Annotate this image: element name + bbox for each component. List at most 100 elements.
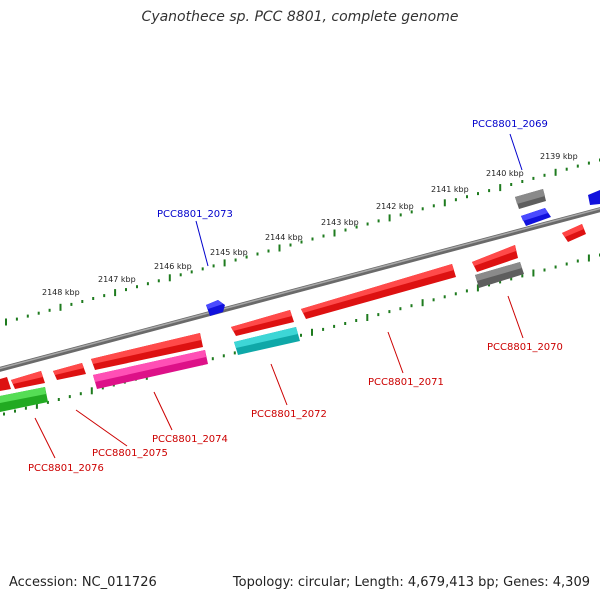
minor-tick xyxy=(68,395,71,399)
minor-tick xyxy=(57,398,60,401)
minor-tick xyxy=(245,255,248,259)
gene-2069-blue[interactable] xyxy=(521,208,551,226)
minor-tick xyxy=(554,265,557,269)
minor-tick xyxy=(146,282,149,286)
gene-2070-grey[interactable] xyxy=(475,262,524,288)
topology-summary-text: Topology: circular; Length: 4,679,413 bp… xyxy=(232,575,590,590)
minor-tick xyxy=(300,333,302,337)
minor-tick xyxy=(222,354,225,358)
major-tick xyxy=(366,314,369,321)
gene-2069-grey[interactable] xyxy=(515,189,546,209)
major-tick xyxy=(59,303,62,311)
gene-2072-red[interactable] xyxy=(231,310,294,336)
minor-tick xyxy=(399,307,402,311)
gene-2076-green[interactable] xyxy=(0,387,48,412)
gene-label-2072[interactable]: PCC8801_2072 xyxy=(251,409,327,420)
minor-tick xyxy=(256,252,259,256)
major-tick xyxy=(476,284,479,292)
minor-tick xyxy=(14,409,16,413)
gene-label-2073[interactable]: PCC8801_2073 xyxy=(157,209,233,220)
major-tick xyxy=(587,254,590,262)
minor-tick xyxy=(289,243,292,247)
gene-label-2071[interactable]: PCC8801_2071 xyxy=(368,377,444,388)
leader-line-2070 xyxy=(507,295,524,339)
genome-backbone xyxy=(0,207,600,372)
minor-tick xyxy=(377,313,380,317)
kbp-label-2140: 2140 kbp xyxy=(486,169,524,178)
minor-tick xyxy=(355,225,358,229)
minor-tick xyxy=(212,264,215,268)
kbp-label-2142: 2142 kbp xyxy=(376,202,414,211)
gene-2070-red[interactable] xyxy=(472,245,518,272)
minor-tick xyxy=(48,308,51,312)
minor-tick xyxy=(488,189,491,193)
major-tick xyxy=(333,229,336,237)
minor-tick xyxy=(201,267,204,271)
minor-tick xyxy=(543,268,546,272)
kbp-label-2141: 2141 kbp xyxy=(431,185,469,194)
major-tick xyxy=(499,184,502,192)
gene-2072-cyan[interactable] xyxy=(234,327,300,355)
minor-tick xyxy=(466,195,468,199)
kbp-label-2143: 2143 kbp xyxy=(321,218,359,227)
major-tick xyxy=(554,168,557,176)
minor-tick xyxy=(344,228,347,232)
minor-tick xyxy=(15,317,18,321)
minor-tick xyxy=(543,173,546,177)
minor-tick xyxy=(233,351,236,355)
gene-2073-blue[interactable] xyxy=(206,300,225,316)
map-title: Cyanothece sp. PCC 8801, complete genome xyxy=(141,9,459,25)
accession-text: Accession: NC_011726 xyxy=(9,575,157,590)
leader-line-2072 xyxy=(270,363,288,406)
kbp-label-2147: 2147 kbp xyxy=(98,275,136,284)
gene-2075-red[interactable] xyxy=(53,363,86,380)
minor-tick xyxy=(333,324,336,328)
minor-tick xyxy=(344,322,347,325)
gene-red-left-edge[interactable] xyxy=(0,377,11,391)
gene-label-2075[interactable]: PCC8801_2075 xyxy=(92,448,168,459)
minor-tick xyxy=(565,262,568,266)
minor-tick xyxy=(499,280,502,284)
minor-tick xyxy=(311,237,314,241)
major-tick xyxy=(114,289,117,297)
minor-tick xyxy=(410,304,413,308)
minor-tick xyxy=(421,207,424,211)
minor-tick xyxy=(26,314,29,318)
leader-line-2073 xyxy=(195,220,209,267)
major-tick xyxy=(5,318,7,326)
gene-blue-edge[interactable] xyxy=(588,190,600,205)
gene-2071-red[interactable] xyxy=(301,264,456,319)
leader-lines xyxy=(34,133,524,459)
minor-tick xyxy=(79,392,82,396)
gene-red-edge[interactable] xyxy=(562,224,586,242)
major-tick xyxy=(223,259,226,267)
major-tick xyxy=(90,387,93,395)
minor-tick xyxy=(410,210,413,214)
leader-line-2075 xyxy=(75,409,128,447)
gene-2074-magenta[interactable] xyxy=(93,350,208,389)
minor-tick xyxy=(157,279,160,283)
minor-tick xyxy=(454,198,457,202)
minor-tick xyxy=(565,167,568,171)
minor-tick xyxy=(377,219,380,223)
minor-tick xyxy=(488,283,490,287)
minor-tick xyxy=(3,412,5,416)
minor-tick xyxy=(587,161,590,165)
minor-tick xyxy=(136,285,138,289)
gene-2076-red[interactable] xyxy=(11,371,45,389)
kbp-label-2146: 2146 kbp xyxy=(154,262,192,271)
gene-2074-red[interactable] xyxy=(91,333,203,370)
gene-label-2069[interactable]: PCC8801_2069 xyxy=(472,119,548,130)
major-tick xyxy=(35,401,38,409)
kbp-label-2148: 2148 kbp xyxy=(42,288,80,297)
minor-tick xyxy=(521,274,524,278)
minor-tick xyxy=(510,277,513,281)
minor-tick xyxy=(92,297,95,300)
major-tick xyxy=(388,214,391,222)
gene-label-2074[interactable]: PCC8801_2074 xyxy=(152,434,228,445)
gene-label-2070[interactable]: PCC8801_2070 xyxy=(487,342,563,353)
minor-tick xyxy=(322,234,325,238)
gene-label-2076[interactable]: PCC8801_2076 xyxy=(28,463,104,474)
minor-tick xyxy=(267,249,270,253)
